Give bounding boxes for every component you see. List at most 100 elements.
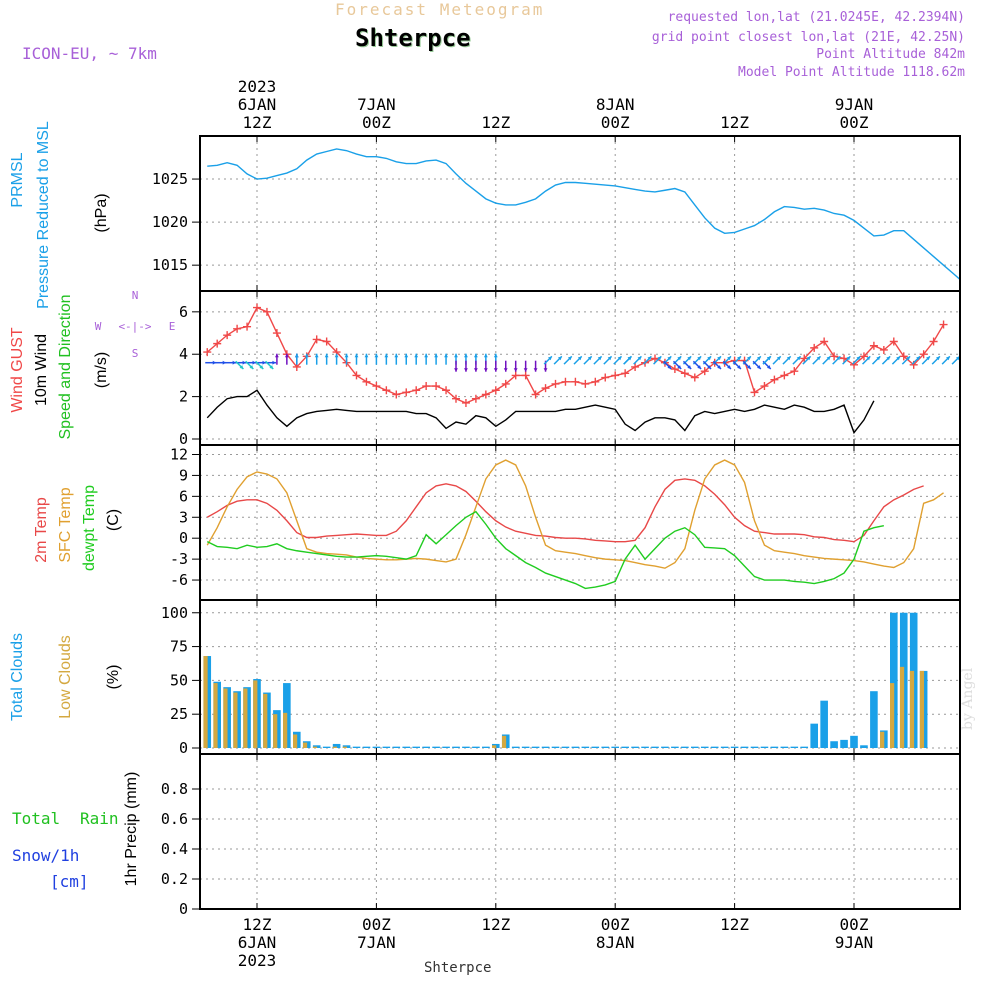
wind-arrow-head [212, 360, 217, 365]
pressure-label: PRMSL [9, 152, 26, 207]
temp2m-label: 2m Temp [33, 497, 50, 563]
cloud-bars [203, 612, 928, 748]
total-clouds-bar [541, 746, 550, 748]
gust-point [611, 371, 620, 380]
bottom-date-label: 6JAN [238, 933, 277, 952]
total-clouds-bar [700, 746, 709, 748]
gust-point [919, 350, 928, 359]
wind-arrow-head [222, 360, 227, 365]
y-tick-label: 3 [179, 508, 188, 526]
y-tick-label: 1015 [152, 256, 188, 274]
gust-point [531, 390, 540, 399]
low-clouds-bar [293, 734, 298, 748]
wind-arrow-head [916, 356, 920, 361]
wind-arrow-head [756, 365, 761, 370]
y-tick-label: 100 [161, 604, 188, 622]
top-date-label: 7JAN [357, 95, 396, 114]
top-year-label: 2023 [238, 77, 277, 96]
wind-arrow-head [548, 356, 552, 361]
low-clouds-bar [263, 693, 268, 748]
wind-arrow-head [955, 356, 959, 361]
gust-point [203, 348, 212, 357]
top-date-label: 9JAN [835, 95, 874, 114]
rain-total-label: Total [12, 809, 60, 828]
total-clouds-bar [561, 746, 570, 748]
total-clouds-bar [392, 746, 401, 748]
y-tick-label: 2 [179, 388, 188, 406]
wind-arrow-head [344, 353, 349, 358]
wind-arrow-head [577, 356, 582, 361]
gust-point [481, 390, 490, 399]
wind-arrow-head [896, 356, 901, 361]
wind-arrow-head [364, 353, 369, 358]
wind-arrow-head [334, 353, 339, 358]
low-clouds-bar [899, 666, 905, 748]
dewpt-temp-line [206, 510, 884, 590]
gust-point [929, 337, 938, 346]
wind-arrow-head [647, 356, 652, 361]
total-clouds-bar [462, 746, 470, 748]
wind-arrow-head [454, 368, 458, 372]
wind-arrow-head [936, 356, 940, 361]
wind-arrow-head [483, 368, 488, 372]
total-clouds-bar [472, 746, 480, 748]
total-clouds-bar [422, 746, 430, 748]
wind-arrow-head [776, 356, 781, 361]
y-tick-label: 0.8 [161, 780, 188, 798]
total-clouds-bar [571, 746, 580, 748]
precip-unit: 1hr Precip (mm) [123, 772, 140, 887]
total-clouds-bar [810, 723, 818, 748]
wind-arrow-head [876, 356, 881, 361]
gust-point [830, 352, 839, 361]
panel-frame-4 [199, 753, 961, 910]
point-altitude: Point Altitude 842m [816, 47, 965, 62]
wind-arrow-head [262, 360, 266, 365]
gust-point [372, 382, 381, 391]
prmsl-line [207, 148, 959, 280]
gust-point [680, 369, 689, 378]
gust-point [312, 335, 321, 344]
y-tick-label: 6 [179, 487, 188, 505]
gust-point [780, 371, 789, 380]
wind-arrow-head [454, 353, 458, 358]
top-hour-label: 00Z [601, 113, 630, 132]
gust-point [233, 324, 242, 333]
wind-arrow-head [304, 353, 309, 358]
model-point-altitude: Model Point Altitude 1118.62m [738, 65, 965, 80]
wind-arrow-head [543, 368, 548, 372]
total-clouds-bar [402, 746, 411, 748]
wind-arrow-head [697, 365, 702, 370]
wind-arrow-head [274, 353, 279, 358]
gust-point [223, 331, 232, 340]
wind-direction-label: Speed and Direction [57, 295, 74, 440]
y-tick-label: 0 [179, 529, 188, 547]
total-clouds-bar [681, 746, 689, 748]
bottom-date-label: 9JAN [835, 933, 874, 952]
wind-arrow-head [424, 353, 429, 358]
gust-point [521, 371, 530, 380]
wind-arrow-head [826, 356, 831, 361]
gust-point [800, 354, 809, 363]
compass-s: S [132, 347, 139, 360]
location-title: Shterpce [355, 24, 471, 52]
wind-arrow-head [557, 356, 562, 361]
wind-arrow-head [567, 356, 572, 361]
gust-point [253, 303, 261, 312]
total-clouds-bar [412, 746, 420, 748]
compass-arrow: <-|-> [118, 320, 151, 333]
total-clouds-bar [661, 746, 669, 748]
bottom-hour-label: 00Z [362, 915, 391, 934]
total-clouds-bar [312, 745, 321, 748]
total-clouds-bar [482, 746, 490, 748]
total-clouds-bar [382, 746, 391, 748]
snow-unit-label: [cm] [50, 872, 89, 891]
gust-point [591, 377, 600, 386]
wind-arrow-head [284, 353, 289, 358]
compass-w: W [95, 320, 102, 333]
y-tick-label: 0 [179, 739, 188, 757]
y-tick-label: 75 [170, 638, 188, 656]
gust-point [879, 345, 888, 354]
y-tick-label: -3 [170, 550, 188, 568]
gust-point [670, 365, 679, 374]
bottom-hour-label: 12Z [720, 915, 749, 934]
